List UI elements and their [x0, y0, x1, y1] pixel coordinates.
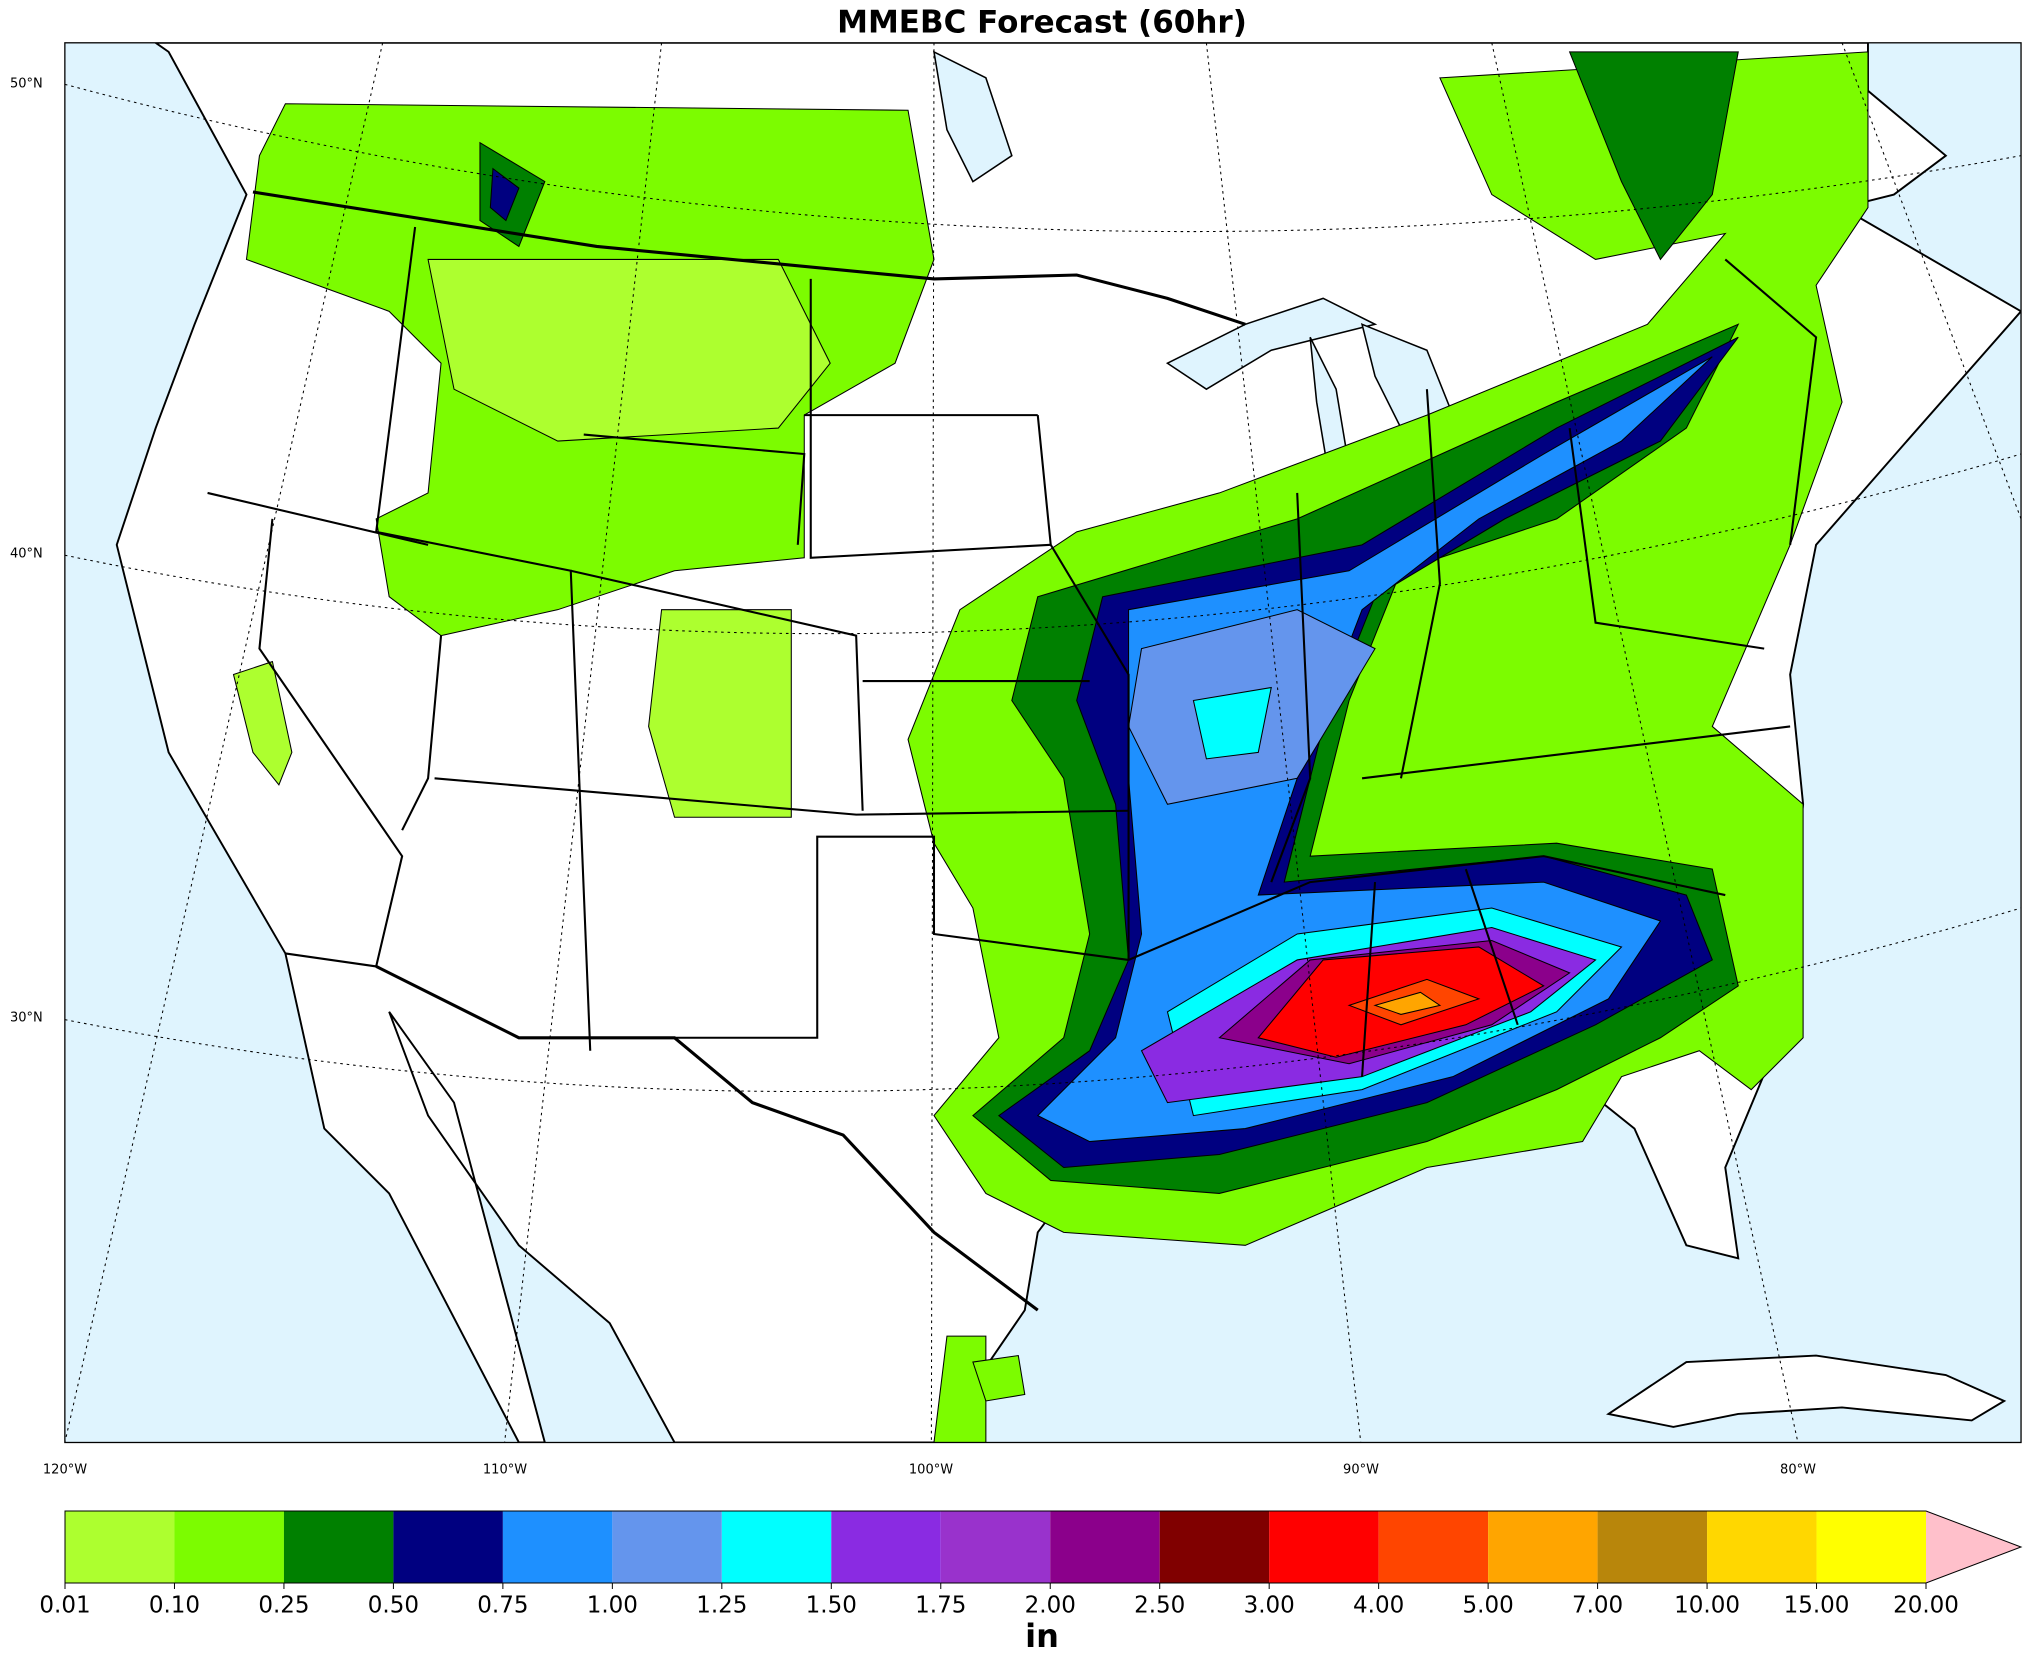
colorbar-tick-label: 1.00 — [587, 1593, 638, 1619]
map — [64, 42, 2022, 1444]
lon-label: 120°W — [43, 1463, 87, 1478]
colorbar-segment — [940, 1511, 1051, 1583]
colorbar-segment — [721, 1511, 832, 1583]
colorbar-segment — [393, 1511, 503, 1583]
colorbar-tick-label: 15.00 — [1784, 1593, 1850, 1619]
lon-label: 80°W — [1780, 1463, 1816, 1478]
colorbar: 0.01 0.10 0.25 0.50 0.75 1.00 1.25 1.50 1.75 2.00… — [39, 1510, 2023, 1619]
precipitation — [232, 51, 1869, 1443]
lat-label: 40°N — [10, 547, 43, 562]
colorbar-tick-label: 2.50 — [1134, 1593, 1185, 1619]
colorbar-segment — [1269, 1511, 1379, 1583]
colorbar-segment — [1050, 1511, 1160, 1583]
colorbar-tick-label: 0.75 — [477, 1593, 528, 1619]
colorbar-tick-label: 20.00 — [1893, 1593, 1959, 1619]
colorbar-tick-label: 10.00 — [1674, 1593, 1740, 1619]
lon-label: 110°W — [483, 1463, 527, 1478]
colorbar-tick-label: 0.25 — [258, 1593, 309, 1619]
colorbar-segment — [174, 1511, 284, 1583]
colorbar-tick-label: 1.75 — [915, 1593, 966, 1619]
lat-label: 50°N — [10, 77, 43, 92]
colorbar-segment — [65, 1511, 175, 1583]
colorbar-segment — [831, 1511, 941, 1583]
colorbar-tick-label: 0.10 — [149, 1593, 200, 1619]
colorbar-segment — [1597, 1511, 1708, 1583]
colorbar-tick-label: 1.50 — [806, 1593, 857, 1619]
colorbar-tick-label: 1.25 — [696, 1593, 747, 1619]
cuba — [1606, 1354, 2007, 1428]
lon-label: 100°W — [909, 1463, 953, 1478]
map-title: MMEBC Forecast (60hr) — [837, 5, 1247, 41]
colorbar-tick-label: 7.00 — [1572, 1593, 1623, 1619]
borders — [207, 190, 1818, 1312]
colorbar-segment — [502, 1511, 613, 1583]
colorbar-tick-label: 3.00 — [1244, 1593, 1295, 1619]
lat-labels: 50°N 40°N 30°N — [10, 77, 43, 1026]
colorbar-tick-label: 0.01 — [39, 1593, 90, 1619]
colorbar-segment — [1159, 1511, 1270, 1583]
colorbar-segment — [1488, 1511, 1598, 1583]
lon-labels: 120°W 110°W 100°W 90°W 80°W — [43, 1463, 1816, 1478]
colorbar-segment — [283, 1511, 394, 1583]
colorbar-segment — [612, 1511, 722, 1583]
lat-label: 30°N — [10, 1011, 43, 1026]
colorbar-extend — [1926, 1511, 2021, 1583]
colorbar-tick-label: 4.00 — [1353, 1593, 1404, 1619]
colorbar-label: in — [1025, 1617, 1059, 1655]
colorbar-segment — [1378, 1511, 1489, 1583]
map-frame — [64, 42, 2022, 1444]
colorbar-tick-label: 5.00 — [1463, 1593, 1514, 1619]
colorbar-tick-label: 0.50 — [368, 1593, 419, 1619]
graticule — [64, 42, 2022, 1443]
colorbar-segment — [1707, 1511, 1817, 1583]
colorbar-frame — [64, 1510, 2023, 1584]
lon-label: 90°W — [1343, 1463, 1379, 1478]
colorbar-segment — [1816, 1511, 1926, 1583]
colorbar-tick-label: 2.00 — [1025, 1593, 1076, 1619]
